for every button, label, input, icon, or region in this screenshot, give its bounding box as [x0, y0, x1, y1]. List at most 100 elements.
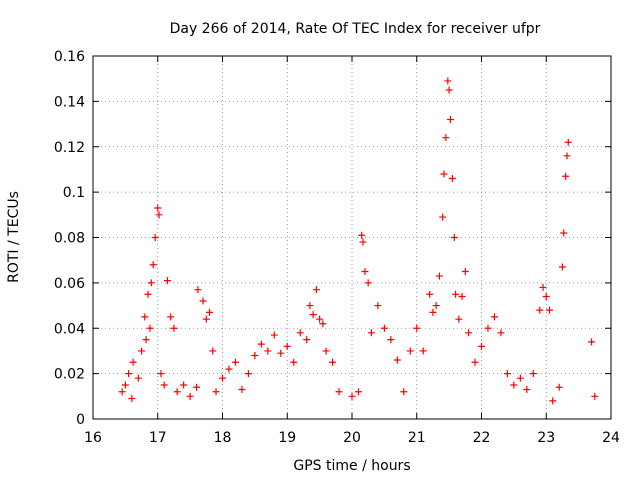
data-point: [413, 324, 421, 332]
x-tick-label: 24: [602, 430, 620, 446]
data-point: [465, 329, 473, 337]
data-point: [319, 320, 327, 328]
data-point: [129, 358, 137, 366]
data-point: [545, 306, 553, 314]
data-point: [558, 263, 566, 271]
data-point: [144, 290, 152, 298]
y-tick-label: 0.1: [63, 185, 85, 201]
data-point: [149, 261, 157, 269]
data-point: [562, 172, 570, 180]
data-point: [316, 315, 324, 323]
data-point: [419, 347, 427, 355]
data-point: [490, 313, 498, 321]
x-tick-label: 21: [408, 430, 426, 446]
data-point: [147, 279, 155, 287]
data-point: [444, 77, 452, 85]
data-point: [170, 324, 178, 332]
y-tick-label: 0.16: [54, 49, 85, 65]
data-point: [542, 292, 550, 300]
y-tick-label: 0.02: [54, 367, 85, 383]
data-point: [497, 329, 505, 337]
data-point: [138, 347, 146, 355]
data-point: [549, 397, 557, 405]
data-point: [134, 374, 142, 382]
data-point: [157, 370, 165, 378]
data-point: [296, 329, 304, 337]
data-point: [484, 324, 492, 332]
data-point: [387, 336, 395, 344]
data-point: [212, 388, 220, 396]
data-point: [536, 306, 544, 314]
data-point: [180, 381, 188, 389]
data-point: [121, 381, 129, 389]
data-point: [367, 329, 375, 337]
x-tick-label: 16: [84, 430, 102, 446]
data-point: [455, 315, 463, 323]
data-point: [439, 213, 447, 221]
y-axis-ticks: 0 0.02 0.04 0.06 0.08 0.1 0.12 0.14 0.16: [54, 49, 611, 428]
data-point: [510, 381, 518, 389]
y-tick-label: 0.08: [54, 231, 85, 247]
x-tick-label: 18: [214, 430, 232, 446]
data-point: [555, 383, 563, 391]
data-point: [450, 234, 458, 241]
data-point: [306, 302, 314, 310]
data-point: [125, 370, 133, 378]
x-tick-label: 20: [343, 430, 361, 446]
data-point: [118, 388, 126, 396]
data-point: [202, 315, 210, 323]
data-point: [539, 283, 547, 291]
data-point: [564, 138, 572, 146]
data-point: [435, 272, 443, 280]
data-point: [400, 388, 408, 396]
data-point: [199, 297, 207, 305]
grid-lines: [93, 56, 611, 419]
data-point: [374, 302, 382, 310]
data-point: [167, 313, 175, 321]
x-tick-label: 19: [278, 430, 296, 446]
data-point: [591, 392, 599, 400]
data-point: [231, 358, 239, 366]
data-point: [588, 338, 596, 346]
data-point: [426, 290, 434, 298]
x-tick-label: 17: [149, 430, 167, 446]
data-point: [154, 204, 162, 212]
data-point: [329, 358, 337, 366]
data-point: [440, 170, 448, 178]
data-point: [309, 311, 317, 319]
data-point: [406, 347, 414, 355]
data-point: [364, 279, 372, 287]
data-point: [244, 370, 252, 378]
data-point: [452, 290, 460, 298]
data-point: [471, 358, 479, 366]
data-point: [257, 340, 265, 348]
x-axis-label: GPS time / hours: [293, 458, 410, 474]
x-tick-label: 22: [473, 430, 491, 446]
data-points: [118, 77, 599, 405]
data-point: [529, 370, 537, 378]
data-point: [380, 324, 388, 332]
y-tick-label: 0.12: [54, 140, 85, 156]
data-point: [429, 308, 437, 316]
data-point: [448, 175, 456, 183]
data-point: [312, 286, 320, 294]
y-tick-label: 0.06: [54, 276, 85, 292]
data-point: [146, 324, 154, 332]
data-point: [393, 356, 401, 364]
data-point: [160, 381, 168, 389]
data-point: [128, 395, 136, 403]
data-point: [290, 358, 298, 366]
data-point: [186, 392, 194, 400]
data-point: [523, 386, 531, 394]
data-point: [458, 292, 466, 300]
data-point: [277, 349, 285, 357]
data-point: [251, 351, 259, 359]
data-point: [142, 336, 150, 344]
data-point: [446, 116, 454, 124]
data-point: [209, 347, 217, 355]
data-point: [348, 392, 356, 400]
data-point: [322, 347, 330, 355]
y-axis-label: ROTI / TECUs: [6, 191, 22, 283]
data-point: [445, 86, 453, 94]
